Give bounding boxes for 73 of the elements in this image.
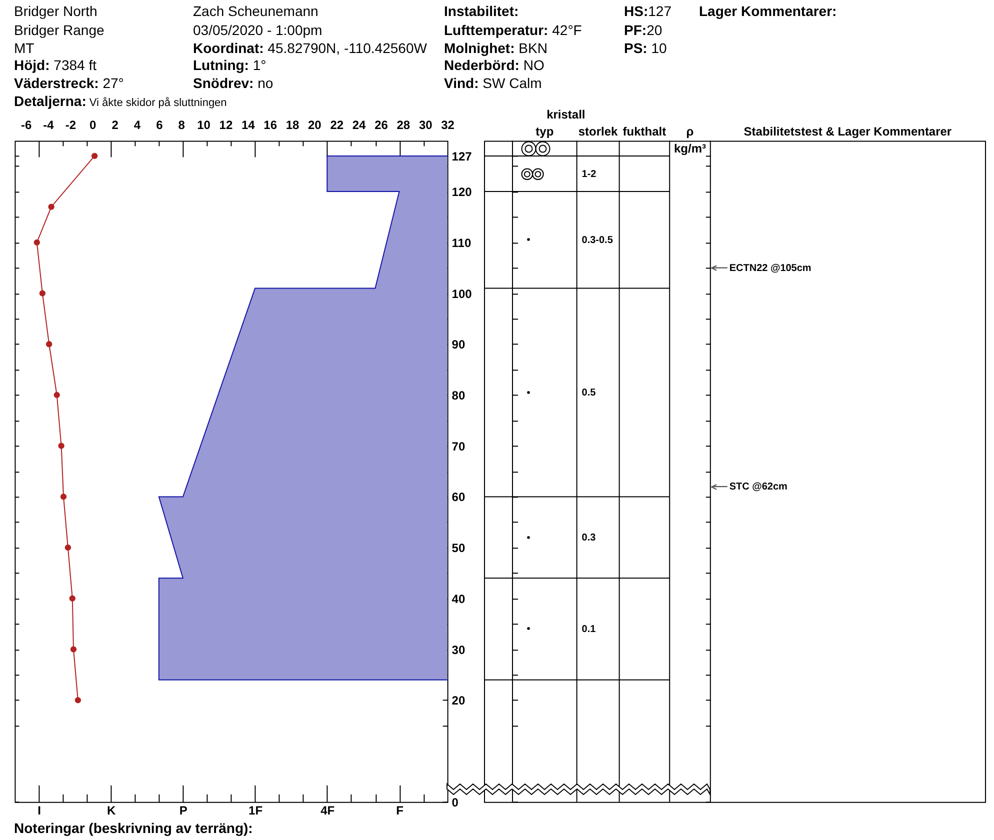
x2-tick-label: 14 <box>241 118 256 132</box>
x-tick-label: I <box>38 803 41 818</box>
x-tick-label: K <box>107 803 116 818</box>
ref-line-label: ECTN22 @105cm <box>729 262 812 274</box>
text: Molnighet: BKN <box>444 40 548 56</box>
x2-tick-label: 18 <box>286 118 300 132</box>
x2-tick-label: 20 <box>308 118 322 132</box>
text: PS: 10 <box>624 40 667 56</box>
x-tick-label: 4F <box>320 803 335 818</box>
y-tick-label: 30 <box>452 642 466 657</box>
text: PF:20 <box>624 22 662 38</box>
x2-tick-label: 24 <box>352 118 366 132</box>
ref-line-label: STC @62cm <box>729 482 788 493</box>
text: 0.3-0.5 <box>582 234 614 246</box>
text: Zach Scheunemann <box>193 3 318 20</box>
x2-tick-label: 22 <box>330 118 344 132</box>
text: Snödrev: no <box>193 74 274 91</box>
text: HS:127 <box>624 3 672 20</box>
y-tick-label: 70 <box>452 439 466 454</box>
x2-tick-label: -2 <box>65 118 76 132</box>
text: ρ kg/m³ <box>674 124 706 156</box>
text: 0.1 <box>582 624 596 635</box>
y-tick-label: 0 <box>452 795 459 810</box>
text: Bridger North <box>14 3 98 20</box>
text: 0.5 <box>582 387 596 398</box>
text: kristall <box>546 108 586 122</box>
y-tick-label: 60 <box>452 490 466 504</box>
text: storlek <box>578 124 618 139</box>
x2-tick-label: 0 <box>90 118 97 132</box>
y-tick-label: 110 <box>452 236 472 250</box>
y-tick-label: 100 <box>452 286 472 301</box>
text: Lutning: 1° <box>193 57 266 74</box>
text: Höjd: 7384 ft <box>14 57 96 74</box>
x2-tick-label: -4 <box>43 118 54 132</box>
y-tick-label: 127 <box>452 149 472 164</box>
y-tick-label: 80 <box>452 388 466 403</box>
x2-tick-label: 10 <box>197 118 211 132</box>
text: 03/05/2020 - 1:00pm <box>193 22 322 38</box>
text: MT <box>14 40 34 56</box>
text: 1-2 <box>582 168 597 180</box>
text: typ <box>536 124 554 139</box>
x2-tick-label: 16 <box>264 118 278 132</box>
y-tick-label: 40 <box>452 592 466 606</box>
text: fukthalt <box>622 124 666 139</box>
x2-tick-label: 8 <box>178 118 186 132</box>
text: Instabilitet: <box>444 3 519 20</box>
text: Detaljerna: Vi åkte skidor på sluttningen <box>14 93 227 110</box>
y-tick-label: 20 <box>452 694 466 708</box>
x2-tick-label: -6 <box>20 118 32 132</box>
x-tick-label: P <box>179 803 188 818</box>
x2-tick-label: 12 <box>219 118 233 132</box>
x2-tick-label: 30 <box>418 118 433 132</box>
x-tick-label: 1F <box>248 803 263 818</box>
x2-tick-label: 26 <box>374 118 388 132</box>
y-tick-label: 50 <box>452 541 466 556</box>
text: Koordinat: 45.82790N, -110.42560W <box>193 40 427 56</box>
text: 0.3 <box>582 532 596 544</box>
x2-tick-label: 6 <box>156 118 164 132</box>
y-tick-label: 90 <box>452 338 466 352</box>
y-tick-label: 120 <box>452 185 472 200</box>
text: Stabilitetstest & Lager Kommentarer <box>744 124 952 139</box>
x2-tick-label: 32 <box>441 118 455 132</box>
x2-tick-label: 28 <box>396 118 410 132</box>
text: Lufttemperatur: 42°F <box>444 22 582 38</box>
text: Vind: SW Calm <box>444 74 542 91</box>
x-tick-label: F <box>396 803 404 818</box>
x2-tick-label: 2 <box>112 118 119 132</box>
text: Nederbörd: NO <box>444 57 544 74</box>
x2-tick-label: 4 <box>134 118 141 132</box>
text: Väderstreck: 27° <box>14 74 124 91</box>
text: Lager Kommentarer: <box>699 3 837 20</box>
text: Bridger Range <box>14 22 104 38</box>
text: Noteringar (beskrivning av terräng): <box>14 820 253 836</box>
